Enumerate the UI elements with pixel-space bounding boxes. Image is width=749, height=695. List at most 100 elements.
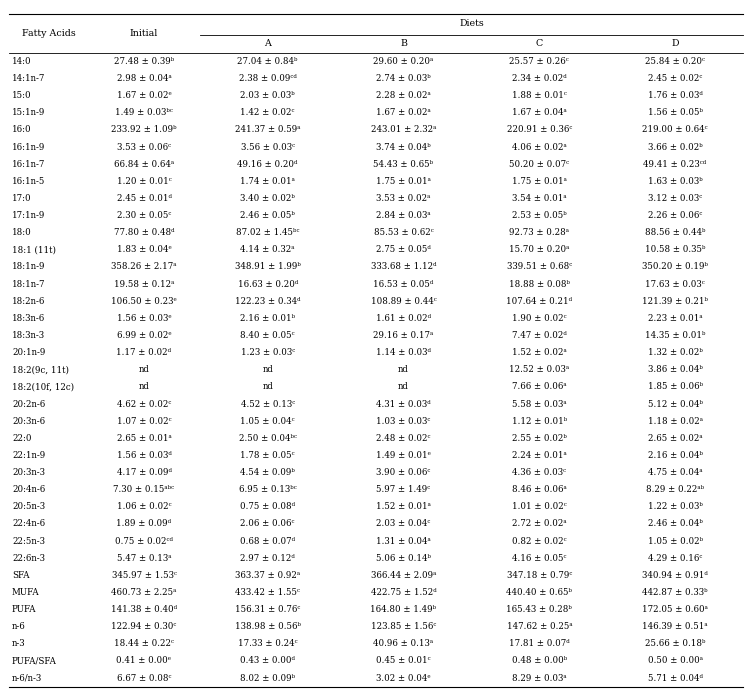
Text: 1.75 ± 0.01ᵃ: 1.75 ± 0.01ᵃ (512, 177, 567, 186)
Text: 220.91 ± 0.36ᶜ: 220.91 ± 0.36ᶜ (506, 125, 572, 134)
Text: 1.89 ± 0.09ᵈ: 1.89 ± 0.09ᵈ (117, 519, 172, 528)
Text: 122.23 ± 0.34ᵈ: 122.23 ± 0.34ᵈ (235, 297, 300, 306)
Text: 2.34 ± 0.02ᵈ: 2.34 ± 0.02ᵈ (512, 74, 567, 83)
Text: 29.60 ± 0.20ᵃ: 29.60 ± 0.20ᵃ (374, 57, 434, 66)
Text: 333.68 ± 1.12ᵈ: 333.68 ± 1.12ᵈ (371, 263, 437, 272)
Text: 2.84 ± 0.03ᵃ: 2.84 ± 0.03ᵃ (376, 211, 431, 220)
Text: 108.89 ± 0.44ᶜ: 108.89 ± 0.44ᶜ (371, 297, 437, 306)
Text: 156.31 ± 0.76ᶜ: 156.31 ± 0.76ᶜ (235, 605, 300, 614)
Text: PUFA: PUFA (12, 605, 37, 614)
Text: 18:3n-3: 18:3n-3 (12, 331, 45, 340)
Text: 1.23 ± 0.03ᶜ: 1.23 ± 0.03ᶜ (240, 348, 295, 357)
Text: 2.24 ± 0.01ᵃ: 2.24 ± 0.01ᵃ (512, 451, 567, 460)
Text: 19.58 ± 0.12ᵃ: 19.58 ± 0.12ᵃ (114, 279, 175, 288)
Text: D: D (671, 40, 679, 48)
Text: 8.46 ± 0.06ᵃ: 8.46 ± 0.06ᵃ (512, 485, 567, 494)
Text: 4.75 ± 0.04ᵃ: 4.75 ± 0.04ᵃ (648, 468, 703, 477)
Text: A: A (264, 40, 271, 48)
Text: 1.20 ± 0.01ᶜ: 1.20 ± 0.01ᶜ (117, 177, 172, 186)
Text: C: C (536, 40, 543, 48)
Text: 3.02 ± 0.04ᵉ: 3.02 ± 0.04ᵉ (376, 673, 431, 682)
Text: 241.37 ± 0.59ᵃ: 241.37 ± 0.59ᵃ (235, 125, 300, 134)
Text: 5.58 ± 0.03ᵃ: 5.58 ± 0.03ᵃ (512, 400, 567, 409)
Text: 50.20 ± 0.07ᶜ: 50.20 ± 0.07ᶜ (509, 160, 569, 169)
Text: 4.62 ± 0.02ᶜ: 4.62 ± 0.02ᶜ (117, 400, 172, 409)
Text: 5.47 ± 0.13ᵃ: 5.47 ± 0.13ᵃ (117, 554, 172, 563)
Text: 18.88 ± 0.08ᵇ: 18.88 ± 0.08ᵇ (509, 279, 570, 288)
Text: 233.92 ± 1.09ᵇ: 233.92 ± 1.09ᵇ (112, 125, 177, 134)
Text: 0.45 ± 0.01ᶜ: 0.45 ± 0.01ᶜ (376, 657, 431, 666)
Text: 92.73 ± 0.28ᵃ: 92.73 ± 0.28ᵃ (509, 228, 569, 237)
Text: 18:1 (11t): 18:1 (11t) (12, 245, 56, 254)
Text: 6.99 ± 0.02ᵉ: 6.99 ± 0.02ᵉ (117, 331, 172, 340)
Text: n-6: n-6 (12, 622, 25, 631)
Text: 25.57 ± 0.26ᶜ: 25.57 ± 0.26ᶜ (509, 57, 569, 66)
Text: 1.14 ± 0.03ᵈ: 1.14 ± 0.03ᵈ (376, 348, 431, 357)
Text: 17.63 ± 0.03ᶜ: 17.63 ± 0.03ᶜ (645, 279, 705, 288)
Text: 2.16 ± 0.01ᵇ: 2.16 ± 0.01ᵇ (240, 314, 295, 323)
Text: 1.90 ± 0.02ᶜ: 1.90 ± 0.02ᶜ (512, 314, 567, 323)
Text: 2.46 ± 0.04ᵇ: 2.46 ± 0.04ᵇ (648, 519, 703, 528)
Text: 54.43 ± 0.65ᵇ: 54.43 ± 0.65ᵇ (374, 160, 434, 169)
Text: 243.01 ± 2.32ᵃ: 243.01 ± 2.32ᵃ (371, 125, 436, 134)
Text: 1.06 ± 0.02ᶜ: 1.06 ± 0.02ᶜ (117, 502, 172, 512)
Text: 138.98 ± 0.56ᵇ: 138.98 ± 0.56ᵇ (234, 622, 301, 631)
Text: 1.31 ± 0.04ᵃ: 1.31 ± 0.04ᵃ (376, 537, 431, 546)
Text: 1.63 ± 0.03ᵇ: 1.63 ± 0.03ᵇ (648, 177, 703, 186)
Text: 3.53 ± 0.06ᶜ: 3.53 ± 0.06ᶜ (117, 142, 171, 152)
Text: 2.65 ± 0.02ᵃ: 2.65 ± 0.02ᵃ (648, 434, 703, 443)
Text: 2.23 ± 0.01ᵃ: 2.23 ± 0.01ᵃ (648, 314, 703, 323)
Text: 122.94 ± 0.30ᶜ: 122.94 ± 0.30ᶜ (112, 622, 177, 631)
Text: 3.74 ± 0.04ᵇ: 3.74 ± 0.04ᵇ (376, 142, 431, 152)
Text: 2.26 ± 0.06ᶜ: 2.26 ± 0.06ᶜ (648, 211, 703, 220)
Text: 22:4n-6: 22:4n-6 (12, 519, 45, 528)
Text: 2.28 ± 0.02ᵃ: 2.28 ± 0.02ᵃ (376, 91, 431, 100)
Text: 16.53 ± 0.05ᵈ: 16.53 ± 0.05ᵈ (373, 279, 434, 288)
Text: 4.31 ± 0.03ᵈ: 4.31 ± 0.03ᵈ (376, 400, 431, 409)
Text: 6.67 ± 0.08ᶜ: 6.67 ± 0.08ᶜ (117, 673, 172, 682)
Text: 1.49 ± 0.03ᵇᶜ: 1.49 ± 0.03ᵇᶜ (115, 108, 173, 117)
Text: 1.05 ± 0.04ᶜ: 1.05 ± 0.04ᶜ (240, 416, 295, 425)
Text: 3.53 ± 0.02ᵃ: 3.53 ± 0.02ᵃ (376, 194, 431, 203)
Text: 366.44 ± 2.09ᵃ: 366.44 ± 2.09ᵃ (371, 571, 436, 580)
Text: 17.81 ± 0.07ᵈ: 17.81 ± 0.07ᵈ (509, 639, 570, 648)
Text: 3.86 ± 0.04ᵇ: 3.86 ± 0.04ᵇ (648, 366, 703, 374)
Text: 5.97 ± 1.49ᶜ: 5.97 ± 1.49ᶜ (377, 485, 431, 494)
Text: 8.40 ± 0.05ᶜ: 8.40 ± 0.05ᶜ (240, 331, 295, 340)
Text: 164.80 ± 1.49ᵇ: 164.80 ± 1.49ᵇ (371, 605, 437, 614)
Text: 2.38 ± 0.09ᶜᵈ: 2.38 ± 0.09ᶜᵈ (239, 74, 297, 83)
Text: 339.51 ± 0.68ᶜ: 339.51 ± 0.68ᶜ (506, 263, 572, 272)
Text: 147.62 ± 0.25ᵃ: 147.62 ± 0.25ᵃ (506, 622, 572, 631)
Text: 2.46 ± 0.05ᵇ: 2.46 ± 0.05ᵇ (240, 211, 295, 220)
Text: 7.30 ± 0.15ᵃᵇᶜ: 7.30 ± 0.15ᵃᵇᶜ (114, 485, 175, 494)
Text: 0.75 ± 0.08ᵈ: 0.75 ± 0.08ᵈ (240, 502, 295, 512)
Text: 40.96 ± 0.13ᵃ: 40.96 ± 0.13ᵃ (374, 639, 434, 648)
Text: 49.16 ± 0.20ᵈ: 49.16 ± 0.20ᵈ (237, 160, 298, 169)
Text: 1.18 ± 0.02ᵃ: 1.18 ± 0.02ᵃ (648, 416, 703, 425)
Text: 8.29 ± 0.22ᵃᵇ: 8.29 ± 0.22ᵃᵇ (646, 485, 704, 494)
Text: 347.18 ± 0.79ᶜ: 347.18 ± 0.79ᶜ (506, 571, 572, 580)
Text: 1.74 ± 0.01ᵃ: 1.74 ± 0.01ᵃ (240, 177, 295, 186)
Text: 20:1n-9: 20:1n-9 (12, 348, 46, 357)
Text: 1.78 ± 0.05ᶜ: 1.78 ± 0.05ᶜ (240, 451, 295, 460)
Text: 422.75 ± 1.52ᵈ: 422.75 ± 1.52ᵈ (371, 588, 437, 597)
Text: 363.37 ± 0.92ᵃ: 363.37 ± 0.92ᵃ (235, 571, 300, 580)
Text: nd: nd (262, 366, 273, 374)
Text: nd: nd (398, 366, 409, 374)
Text: 20:2n-6: 20:2n-6 (12, 400, 45, 409)
Text: 1.56 ± 0.03ᵉ: 1.56 ± 0.03ᵉ (117, 314, 172, 323)
Text: 1.17 ± 0.02ᵈ: 1.17 ± 0.02ᵈ (117, 348, 172, 357)
Text: 4.06 ± 0.02ᵃ: 4.06 ± 0.02ᵃ (512, 142, 567, 152)
Text: 2.45 ± 0.01ᵈ: 2.45 ± 0.01ᵈ (117, 194, 172, 203)
Text: 440.40 ± 0.65ᵇ: 440.40 ± 0.65ᵇ (506, 588, 572, 597)
Text: 1.83 ± 0.04ᵉ: 1.83 ± 0.04ᵉ (117, 245, 172, 254)
Text: 22:5n-3: 22:5n-3 (12, 537, 45, 546)
Text: 4.17 ± 0.09ᵈ: 4.17 ± 0.09ᵈ (117, 468, 172, 477)
Text: 27.04 ± 0.84ᵇ: 27.04 ± 0.84ᵇ (237, 57, 298, 66)
Text: 15:0: 15:0 (12, 91, 31, 100)
Text: 18:2n-6: 18:2n-6 (12, 297, 46, 306)
Text: 4.54 ± 0.09ᵇ: 4.54 ± 0.09ᵇ (240, 468, 295, 477)
Text: 5.12 ± 0.04ᵇ: 5.12 ± 0.04ᵇ (648, 400, 703, 409)
Text: 172.05 ± 0.60ᵃ: 172.05 ± 0.60ᵃ (642, 605, 708, 614)
Text: 2.55 ± 0.02ᵇ: 2.55 ± 0.02ᵇ (512, 434, 567, 443)
